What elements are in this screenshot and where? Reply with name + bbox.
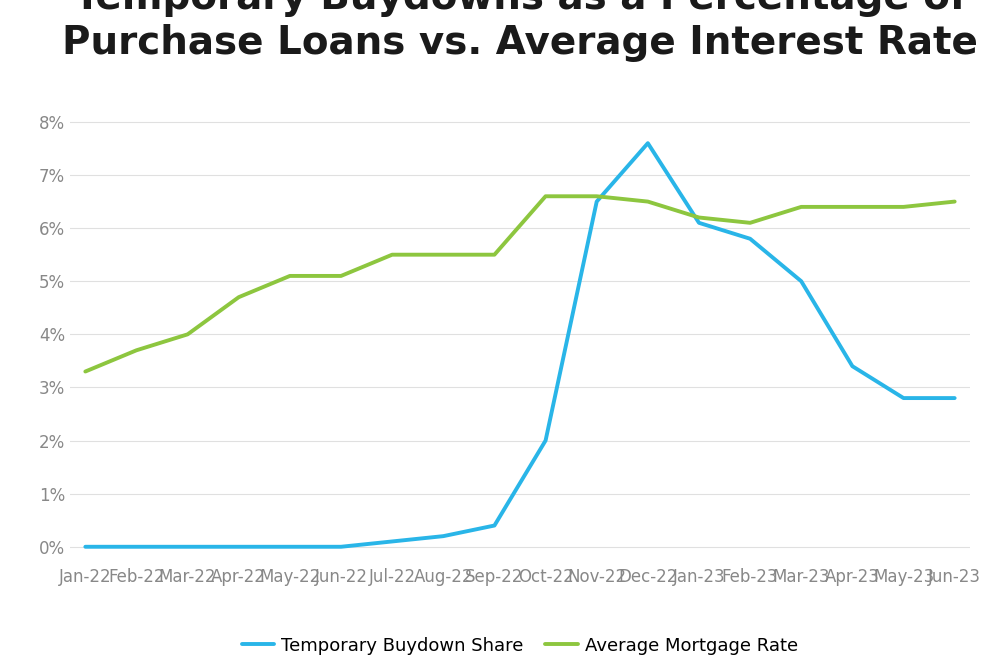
Temporary Buydown Share <box>437 532 449 540</box>
Temporary Buydown Share <box>335 543 347 551</box>
Average Mortgage Rate <box>488 251 500 259</box>
Average Mortgage Rate <box>130 346 142 354</box>
Temporary Buydown Share <box>642 139 654 147</box>
Temporary Buydown Share <box>591 198 603 206</box>
Temporary Buydown Share <box>284 543 296 551</box>
Average Mortgage Rate <box>335 272 347 280</box>
Temporary Buydown Share <box>795 277 807 285</box>
Average Mortgage Rate <box>79 367 91 375</box>
Temporary Buydown Share <box>130 543 142 551</box>
Temporary Buydown Share <box>693 219 705 227</box>
Average Mortgage Rate <box>846 203 858 211</box>
Average Mortgage Rate <box>744 219 756 227</box>
Temporary Buydown Share <box>79 543 91 551</box>
Average Mortgage Rate <box>182 330 194 338</box>
Average Mortgage Rate <box>898 203 910 211</box>
Average Mortgage Rate <box>386 251 398 259</box>
Temporary Buydown Share <box>540 436 552 444</box>
Average Mortgage Rate <box>591 192 603 200</box>
Average Mortgage Rate <box>795 203 807 211</box>
Average Mortgage Rate <box>693 214 705 222</box>
Temporary Buydown Share <box>744 235 756 243</box>
Temporary Buydown Share <box>233 543 245 551</box>
Average Mortgage Rate <box>233 293 245 301</box>
Temporary Buydown Share <box>949 394 961 402</box>
Average Mortgage Rate <box>642 198 654 206</box>
Temporary Buydown Share <box>846 362 858 370</box>
Line: Temporary Buydown Share: Temporary Buydown Share <box>85 143 955 547</box>
Line: Average Mortgage Rate: Average Mortgage Rate <box>85 196 955 371</box>
Title: Temporary Buydowns as a Percentage of
Purchase Loans vs. Average Interest Rate: Temporary Buydowns as a Percentage of Pu… <box>62 0 978 62</box>
Average Mortgage Rate <box>437 251 449 259</box>
Average Mortgage Rate <box>284 272 296 280</box>
Temporary Buydown Share <box>898 394 910 402</box>
Temporary Buydown Share <box>386 538 398 545</box>
Average Mortgage Rate <box>540 192 552 200</box>
Temporary Buydown Share <box>488 522 500 530</box>
Temporary Buydown Share <box>182 543 194 551</box>
Legend: Temporary Buydown Share, Average Mortgage Rate: Temporary Buydown Share, Average Mortgag… <box>234 630 806 662</box>
Average Mortgage Rate <box>949 198 961 206</box>
